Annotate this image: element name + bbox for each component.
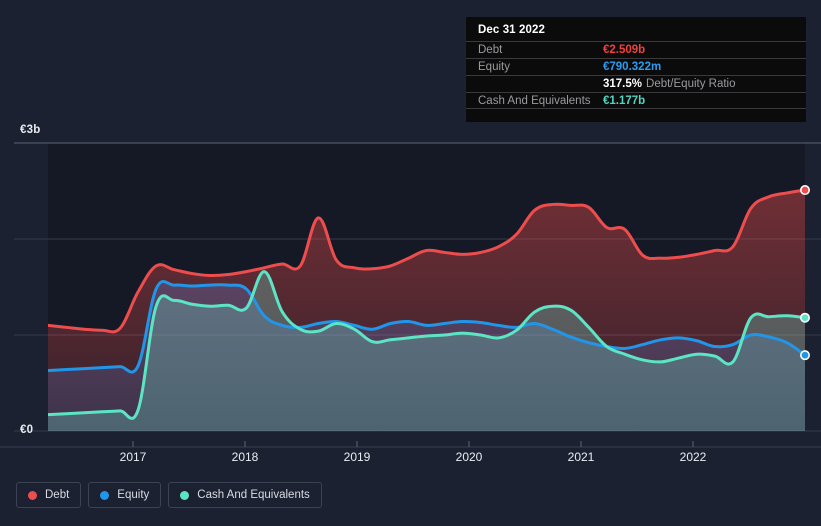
legend-color-dot-icon bbox=[180, 490, 190, 500]
tooltip-row-value: 317.5% Debt/Equity Ratio bbox=[603, 78, 736, 90]
series-layer bbox=[48, 188, 805, 431]
tooltip-row-label: Cash And Equivalents bbox=[478, 94, 591, 107]
chart-legend: Debt Equity Cash And Equivalents bbox=[16, 482, 322, 508]
legend-color-dot-icon bbox=[100, 490, 110, 500]
tooltip-row: 317.5% Debt/Equity Ratio bbox=[466, 75, 806, 92]
endpoint-marker-cash-and-equivalents bbox=[799, 312, 810, 323]
endpoint-marker-debt bbox=[799, 185, 810, 196]
tooltip-row: Cash And Equivalents €1.177b bbox=[466, 92, 806, 109]
legend-item-debt[interactable]: Debt bbox=[16, 482, 82, 508]
y-axis-label-top: €3b bbox=[20, 124, 41, 136]
legend-color-dot-icon bbox=[28, 490, 37, 500]
tooltip-row-suffix: Debt/Equity Ratio bbox=[646, 78, 736, 90]
endpoint-markers bbox=[799, 185, 810, 361]
line-equity bbox=[48, 279, 805, 374]
tooltip-date: Dec 31 2022 bbox=[478, 24, 545, 36]
line-cash-and-equivalents bbox=[48, 270, 805, 420]
tooltip-row-value: €790.322m bbox=[603, 61, 662, 73]
x-axis-label: 2019 bbox=[343, 450, 371, 464]
endpoint-marker-equity bbox=[799, 350, 810, 361]
legend-item-cash-and-equivalents[interactable]: Cash And Equivalents bbox=[168, 482, 322, 508]
tooltip-row: Equity €790.322m bbox=[466, 58, 806, 75]
legend-item-label: Cash And Equivalents bbox=[197, 489, 310, 501]
x-axis-label: 2022 bbox=[679, 450, 707, 464]
y-axis-label-bottom: €0 bbox=[20, 424, 34, 436]
tooltip-row-label: Debt bbox=[478, 44, 503, 56]
tooltip-panel: Dec 31 2022 Debt €2.509b Equity €790.322m 31… bbox=[466, 17, 806, 122]
tooltip-row-value: €2.509b bbox=[603, 44, 646, 56]
x-axis-label: 2017 bbox=[119, 450, 147, 464]
legend-item-label: Debt bbox=[45, 489, 70, 501]
tooltip-row-value: €1.177b bbox=[603, 94, 646, 107]
line-debt bbox=[48, 188, 805, 334]
x-axis-label: 2021 bbox=[567, 450, 595, 464]
tooltip-row: Debt €2.509b bbox=[466, 41, 806, 58]
x-axis-label: 2020 bbox=[455, 450, 483, 464]
legend-item-label: Equity bbox=[117, 489, 150, 501]
x-axis-label: 2018 bbox=[231, 450, 259, 464]
tooltip-row-label: Equity bbox=[478, 61, 510, 73]
legend-item-equity[interactable]: Equity bbox=[88, 482, 162, 508]
tooltip-rows: Debt €2.509b Equity €790.322m 317.5% Debt/Equ… bbox=[466, 41, 806, 109]
area-cash-and-equivalents bbox=[48, 271, 805, 431]
x-axis-ticks bbox=[132, 441, 694, 447]
